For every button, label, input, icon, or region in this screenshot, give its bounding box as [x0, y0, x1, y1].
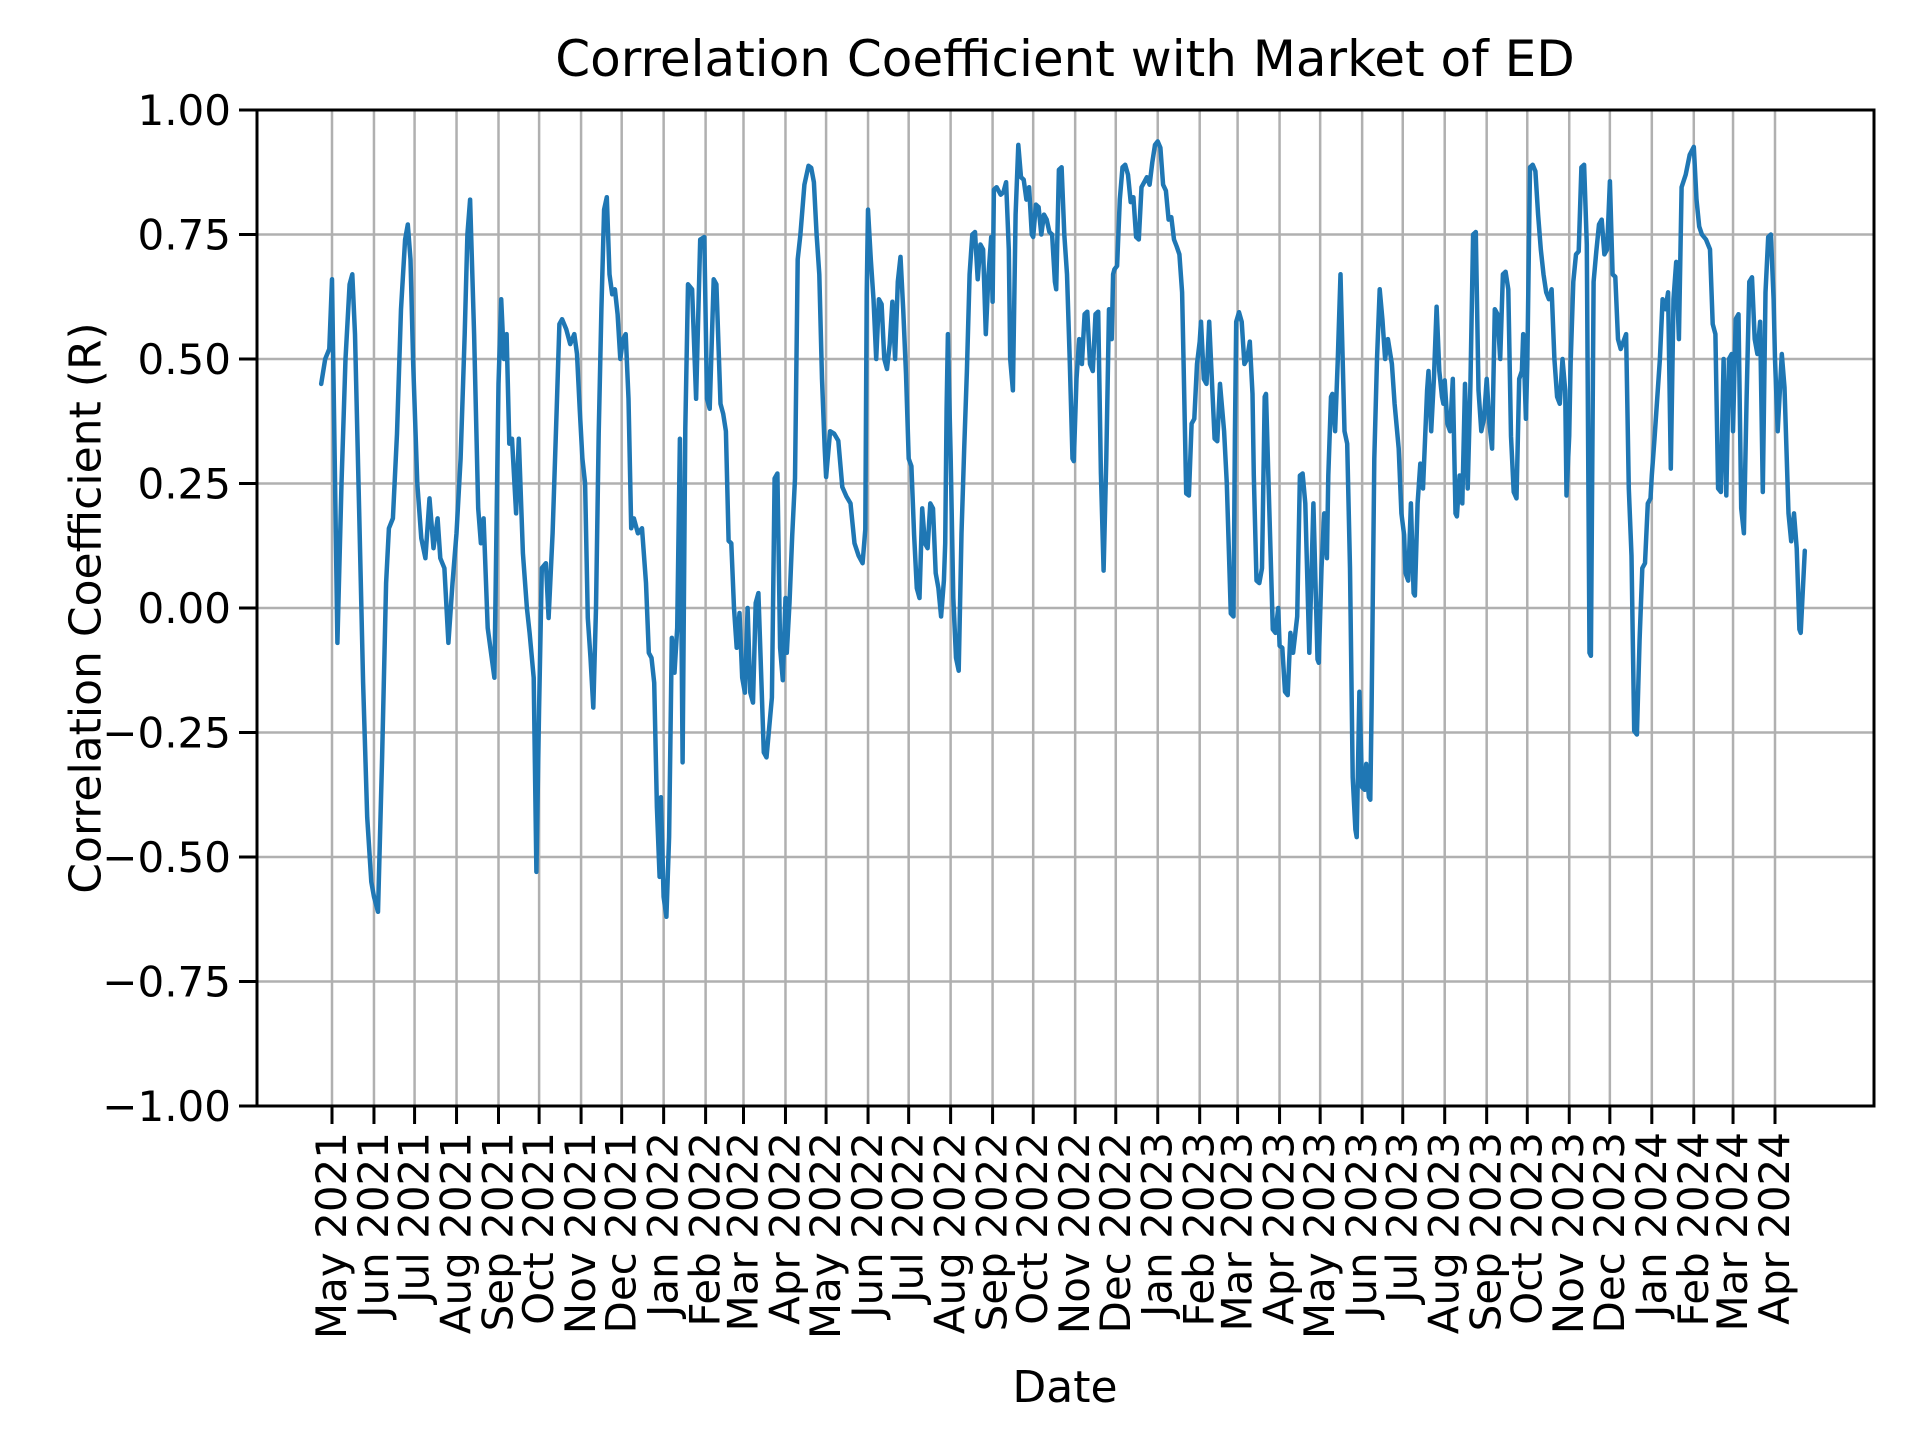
x-tick-label: Apr 2022 [760, 1132, 809, 1325]
x-tick-label: Apr 2024 [1750, 1132, 1799, 1325]
y-tick-label: 0.25 [137, 460, 231, 509]
y-tick-label: 0.00 [137, 584, 231, 633]
y-tick-label: −1.00 [102, 1082, 231, 1131]
y-tick-label: −0.25 [102, 709, 231, 758]
x-tick-label: May 2023 [1295, 1132, 1344, 1339]
x-tick-label: Dec 2022 [1091, 1132, 1140, 1334]
y-tick-label: −0.75 [102, 958, 231, 1007]
x-tick-label: Dec 2023 [1585, 1132, 1634, 1334]
x-tick-label: Sep 2023 [1462, 1132, 1511, 1331]
x-tick-label: Aug 2023 [1420, 1132, 1469, 1334]
x-tick-label: Oct 2021 [514, 1132, 563, 1325]
x-tick-label: Nov 2023 [1544, 1132, 1593, 1334]
y-tick-label: 0.50 [137, 335, 231, 384]
x-tick-label: Jan 2023 [1133, 1132, 1182, 1320]
x-tick-label: Sep 2021 [474, 1132, 523, 1331]
x-tick-label: Jan 2024 [1627, 1132, 1676, 1320]
x-tick-label: Nov 2021 [556, 1132, 605, 1334]
x-tick-label: Oct 2023 [1502, 1132, 1551, 1325]
x-tick-label: Oct 2022 [1008, 1132, 1057, 1325]
x-tick-label: Feb 2023 [1175, 1132, 1224, 1327]
y-tick-label: 0.75 [137, 211, 231, 260]
x-tick-label: Mar 2023 [1213, 1132, 1262, 1331]
chart-title: Correlation Coefficient with Market of E… [555, 30, 1575, 88]
x-tick-label: Feb 2024 [1669, 1132, 1718, 1327]
x-tick-label: Nov 2022 [1050, 1132, 1099, 1334]
x-tick-label: Aug 2022 [926, 1132, 975, 1334]
x-tick-label: Jan 2022 [639, 1132, 688, 1320]
x-tick-label: Jun 2021 [349, 1132, 398, 1321]
x-tick-label: Jul 2021 [390, 1132, 439, 1306]
x-tick-label: Jun 2022 [843, 1132, 892, 1321]
x-tick-label: Jun 2023 [1337, 1132, 1386, 1321]
y-tick-label: 1.00 [137, 86, 231, 135]
x-tick-label: Sep 2022 [968, 1132, 1017, 1331]
x-tick-label: Aug 2021 [432, 1132, 481, 1334]
x-tick-label: Dec 2021 [597, 1132, 646, 1334]
x-tick-label: Feb 2022 [681, 1132, 730, 1327]
x-tick-label: Mar 2024 [1708, 1132, 1757, 1331]
x-tick-label: May 2021 [307, 1132, 356, 1339]
x-tick-label: Apr 2023 [1255, 1132, 1304, 1325]
x-tick-label: Jul 2022 [884, 1132, 933, 1306]
y-tick-label: −0.50 [102, 833, 231, 882]
data-line [318, 139, 1808, 920]
x-tick-label: Jul 2023 [1378, 1132, 1427, 1306]
x-axis-label: Date [1012, 1362, 1118, 1413]
x-tick-label: Mar 2022 [719, 1132, 768, 1331]
x-tick-label: May 2022 [801, 1132, 850, 1339]
